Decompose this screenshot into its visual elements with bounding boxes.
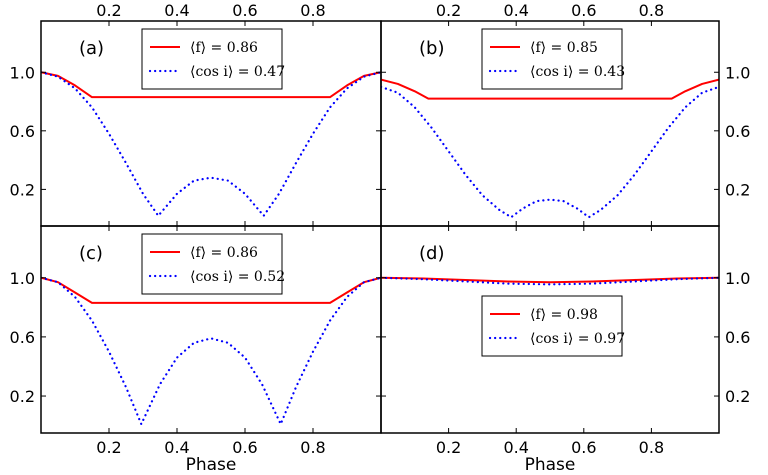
x-tick-label: 0.8 <box>300 1 325 20</box>
y-tick-label: 1.0 <box>725 269 750 288</box>
y-tick-label: 0.2 <box>725 180 750 199</box>
panels-layer: 1.0 0.6 0.2 0.2 0.4 0.6 0.8 (a) ⟨f⟩ = 0.86 ⟨cos i… <box>10 1 751 457</box>
legend-label-cosi: ⟨cos i⟩ = 0.43 <box>530 64 625 80</box>
panel-d: 1.0 0.6 0.2 0.2 0.4 0.6 0.8 (d) ⟨f⟩ = 0.98 ⟨cos i… <box>380 225 750 457</box>
y-tick-label: 1.0 <box>725 63 750 82</box>
legend-label-f: ⟨f⟩ = 0.98 <box>530 307 598 323</box>
x-tick-label: 0.2 <box>436 1 461 20</box>
panel-a: 1.0 0.6 0.2 0.2 0.4 0.6 0.8 (a) ⟨f⟩ = 0.86 ⟨cos i… <box>10 1 382 227</box>
series-cosi-line-d <box>381 276 719 286</box>
legend-label-cosi: ⟨cos i⟩ = 0.97 <box>530 331 625 347</box>
y-tick-label: 1.0 <box>10 269 35 288</box>
x-tick-label: 0.6 <box>232 1 257 20</box>
panel-label: (c) <box>79 243 103 264</box>
legend-box <box>481 295 623 357</box>
y-tick-label: 1.0 <box>10 63 35 82</box>
x-tick-label: 0.4 <box>164 438 189 457</box>
legend-d: ⟨f⟩ = 0.98 ⟨cos i⟩ = 0.97 <box>481 295 625 357</box>
legend-box <box>481 28 623 90</box>
panel-label: (a) <box>79 38 104 59</box>
series-f-line-b <box>381 78 719 100</box>
x-tick-label: 0.6 <box>571 438 596 457</box>
x-tick-label: 0.8 <box>300 438 325 457</box>
panel-label: (d) <box>419 243 444 264</box>
series-cosi-line-c <box>41 276 381 426</box>
x-tick-label: 0.6 <box>571 1 596 20</box>
legend-label-f: ⟨f⟩ = 0.85 <box>530 40 598 56</box>
x-tick-label: 0.4 <box>503 1 528 20</box>
labels-layer: Phase Phase <box>186 455 576 475</box>
x-axis-title: Phase <box>186 455 237 475</box>
x-tick-label: 0.6 <box>232 438 257 457</box>
legend-a: ⟨f⟩ = 0.86 ⟨cos i⟩ = 0.47 <box>141 28 285 90</box>
series-cosi-line-b <box>381 85 719 219</box>
legend-box <box>141 233 283 295</box>
y-tick-label: 0.6 <box>725 122 750 141</box>
y-tick-label: 0.6 <box>725 328 750 347</box>
y-tick-label: 0.2 <box>10 180 35 199</box>
legend-label-cosi: ⟨cos i⟩ = 0.52 <box>190 269 285 285</box>
legend-label-cosi: ⟨cos i⟩ = 0.47 <box>190 64 285 80</box>
legend-box <box>141 28 283 90</box>
x-tick-label: 0.2 <box>436 438 461 457</box>
panel-b: 1.0 0.6 0.2 0.2 0.4 0.6 0.8 (b) ⟨f⟩ = 0.85 ⟨cos i… <box>380 1 750 227</box>
y-tick-label: 0.6 <box>10 122 35 141</box>
x-tick-label: 0.4 <box>164 1 189 20</box>
y-tick-label: 0.6 <box>10 328 35 347</box>
panel-frame-d <box>380 225 720 434</box>
x-tick-label: 0.8 <box>639 1 664 20</box>
x-axis-title: Phase <box>525 455 576 475</box>
x-tick-label: 0.2 <box>96 438 121 457</box>
panel-c: 1.0 0.6 0.2 0.2 0.4 0.6 0.8 (c) ⟨f⟩ = 0.86 ⟨cos i… <box>10 225 382 457</box>
y-tick-label: 0.2 <box>10 387 35 406</box>
series-cosi-line-a <box>41 71 381 217</box>
legend-b: ⟨f⟩ = 0.85 ⟨cos i⟩ = 0.43 <box>481 28 625 90</box>
legend-label-f: ⟨f⟩ = 0.86 <box>190 245 258 261</box>
x-tick-label: 0.8 <box>639 438 664 457</box>
panel-label: (b) <box>419 38 444 59</box>
legend-c: ⟨f⟩ = 0.86 ⟨cos i⟩ = 0.52 <box>141 233 285 295</box>
legend-label-f: ⟨f⟩ = 0.86 <box>190 40 258 56</box>
y-tick-label: 0.2 <box>725 387 750 406</box>
x-tick-label: 0.2 <box>96 1 121 20</box>
x-tick-label: 0.4 <box>503 438 528 457</box>
